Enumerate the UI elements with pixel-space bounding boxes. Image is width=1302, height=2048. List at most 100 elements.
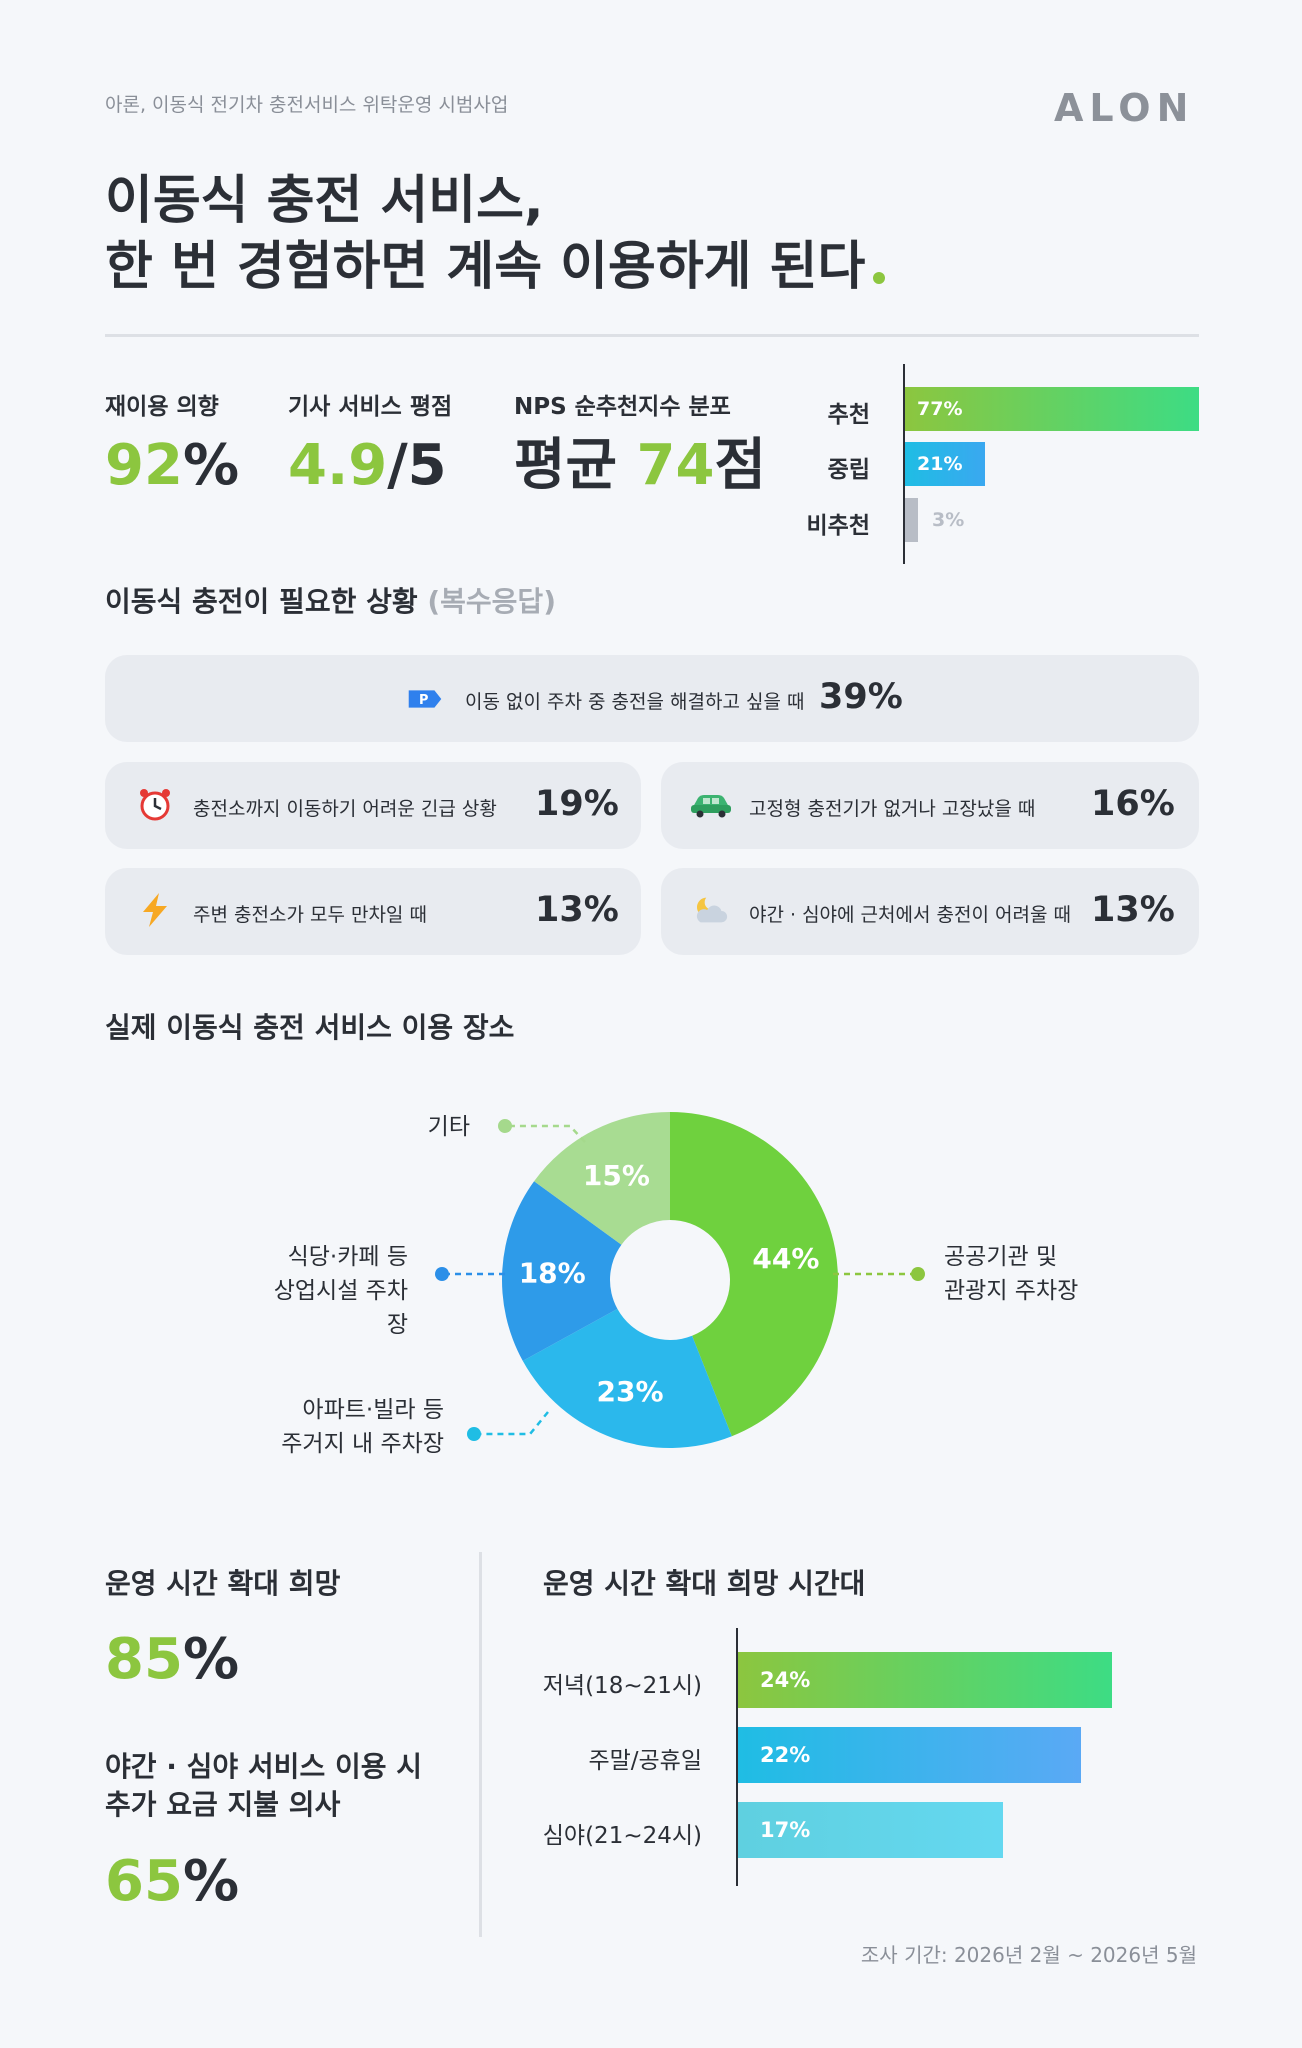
timeslot-bar-value: 22%	[760, 1743, 811, 1767]
report-subtitle: 아론, 이동식 전기차 충전서비스 위탁운영 시범사업	[105, 94, 509, 116]
situation-pct-4: 13%	[535, 890, 619, 930]
situation-text-3: 고정형 충전기가 없거나 고장났을 때	[749, 798, 1036, 820]
donut-slice-label: 18%	[519, 1257, 586, 1290]
svg-text:P: P	[419, 693, 428, 708]
timeslot-category-label: 주말/공휴일	[588, 1748, 702, 1774]
extend-hours-label: 운영 시간 확대 희망	[105, 1567, 341, 1600]
nps-category-label: 중립	[827, 457, 870, 483]
survey-period: 조사 기간: 2026년 2월 ~ 2026년 5월	[860, 1943, 1197, 1967]
night-fee-number: 65	[105, 1849, 183, 1914]
situation-pct-3: 16%	[1091, 784, 1175, 824]
pie-label-commercial-line2: 상업시설 주차장	[273, 1278, 408, 1338]
kpi-rating-number: 4.9	[288, 433, 388, 498]
timeslot-category-label: 심야(21~24시)	[542, 1823, 702, 1849]
kpi-reuse-value: 92%	[105, 438, 239, 494]
leader-dot-commercial	[435, 1267, 449, 1281]
extend-hours-number: 85	[105, 1627, 183, 1692]
donut-slice	[501, 1181, 622, 1361]
leader-apartment	[474, 1411, 549, 1436]
timeslot-bar: 24%	[738, 1652, 1112, 1708]
donut-slice-label: 15%	[583, 1159, 650, 1192]
timeslot-title: 운영 시간 확대 희망 시간대	[543, 1567, 866, 1600]
pie-label-commercial-line1: 식당·카페 등	[287, 1244, 408, 1270]
timeslot-bar: 17%	[738, 1802, 1003, 1858]
pie-label-apartment-line1: 아파트·빌라 등	[302, 1397, 444, 1423]
timeslot-axis	[736, 1628, 738, 1886]
situation-card-5: 야간 · 심야에 근처에서 충전이 어려울 때 13%	[661, 868, 1199, 955]
situation-card-4: 주변 충전소가 모두 만차일 때 13%	[105, 868, 641, 955]
kpi-reuse-label: 재이용 의향	[105, 394, 219, 420]
night-fee-value: 65%	[105, 1854, 239, 1910]
places-title: 실제 이동식 충전 서비스 이용 장소	[105, 1011, 515, 1044]
nps-bar: 3%	[905, 498, 964, 542]
night-fee-label-line1: 야간 · 심야 서비스 이용 시	[105, 1750, 422, 1783]
kpi-rating-suffix: /5	[387, 433, 447, 498]
extend-hours-value: 85%	[105, 1632, 239, 1688]
kpi-nps-prefix: 평균	[514, 433, 618, 498]
nps-bar: 77%	[905, 387, 1199, 431]
kpi-reuse-number: 92	[105, 433, 183, 498]
kpi-nps-label: NPS 순추천지수 분포	[514, 394, 731, 420]
title-accent-dot	[873, 272, 886, 284]
situation-card-2: 충전소까지 이동하기 어려운 긴급 상황 19%	[105, 762, 641, 849]
situation-pct-1: 39%	[819, 677, 903, 717]
bottom-vertical-divider	[479, 1552, 482, 1937]
leader-dot-apartment	[467, 1427, 481, 1441]
nps-bar-value: 3%	[932, 509, 965, 531]
situation-pct-2: 19%	[535, 784, 619, 824]
situation-card-3: 고정형 충전기가 없거나 고장났을 때 16%	[661, 762, 1199, 849]
pie-label-public-line1: 공공기관 및	[944, 1244, 1058, 1270]
kpi-nps-value: 평균 74점	[514, 438, 766, 494]
alon-logo: ALON	[1054, 86, 1195, 130]
situation-text-5: 야간 · 심야에 근처에서 충전이 어려울 때	[749, 904, 1071, 926]
parking-icon: P	[407, 681, 443, 717]
nps-bar-value: 21%	[917, 453, 963, 475]
nps-category-label: 추천	[827, 402, 870, 428]
situations-title-text: 이동식 충전이 필요한 상황	[105, 585, 418, 618]
kpi-rating-label: 기사 서비스 평점	[288, 394, 453, 420]
nps-axis	[903, 364, 905, 564]
timeslot-bar: 22%	[738, 1727, 1081, 1783]
top-divider	[105, 334, 1199, 337]
pie-label-apartment-line2: 주거지 내 주차장	[281, 1431, 444, 1457]
pie-label-public-line2: 관광지 주차장	[944, 1278, 1079, 1304]
situation-pct-5: 13%	[1091, 890, 1175, 930]
kpi-reuse-unit: %	[182, 433, 240, 498]
title-line-2-text: 한 번 경험하면 계속 이용하게 된다	[105, 237, 866, 297]
extend-hours-unit: %	[182, 1627, 240, 1692]
leader-dot-public	[911, 1267, 925, 1281]
timeslot-bar-value: 24%	[760, 1668, 811, 1692]
donut-slice-label: 44%	[752, 1242, 819, 1275]
donut-slice	[534, 1112, 670, 1245]
situation-text-4: 주변 충전소가 모두 만차일 때	[193, 904, 427, 926]
lightning-icon	[137, 892, 173, 928]
pie-label-other: 기타	[427, 1114, 470, 1140]
night-cloud-icon	[693, 892, 729, 928]
nps-bar-value: 77%	[917, 398, 963, 420]
title-line-1: 이동식 충전 서비스,	[105, 171, 544, 231]
title-line-2: 한 번 경험하면 계속 이용하게 된다	[105, 234, 886, 300]
donut-slices: 44% 23% 18% 15%	[501, 1112, 838, 1448]
night-fee-unit: %	[182, 1849, 240, 1914]
nps-bar: 21%	[905, 442, 986, 486]
night-fee-label: 야간 · 심야 서비스 이용 시 추가 요금 지불 의사	[105, 1748, 422, 1824]
pie-label-public: 공공기관 및 관광지 주차장	[944, 1240, 1078, 1308]
nps-category-label: 비추천	[806, 513, 870, 539]
situations-title: 이동식 충전이 필요한 상황 (복수응답)	[105, 580, 556, 620]
leader-dot-other	[498, 1119, 512, 1133]
situation-text-2: 충전소까지 이동하기 어려운 긴급 상황	[193, 798, 497, 820]
kpi-nps-suffix: 점	[714, 433, 767, 498]
donut-slice	[522, 1308, 732, 1448]
timeslot-category-label: 저녁(18~21시)	[542, 1673, 702, 1699]
situation-card-1: P 이동 없이 주차 중 충전을 해결하고 싶을 때 39%	[105, 655, 1199, 742]
situations-title-note: (복수응답)	[427, 585, 556, 618]
car-icon	[689, 786, 733, 822]
kpi-nps-number: 74	[636, 433, 715, 498]
donut-slice-label: 23%	[597, 1375, 664, 1408]
timeslot-bar-value: 17%	[760, 1818, 811, 1842]
pie-label-apartment: 아파트·빌라 등 주거지 내 주차장	[272, 1393, 444, 1461]
situation-text-1: 이동 없이 주차 중 충전을 해결하고 싶을 때	[465, 691, 805, 713]
places-donut-chart: 44% 23% 18% 15%	[435, 1112, 925, 1448]
night-fee-label-line2: 추가 요금 지불 의사	[105, 1788, 341, 1821]
donut-slice	[670, 1112, 838, 1437]
